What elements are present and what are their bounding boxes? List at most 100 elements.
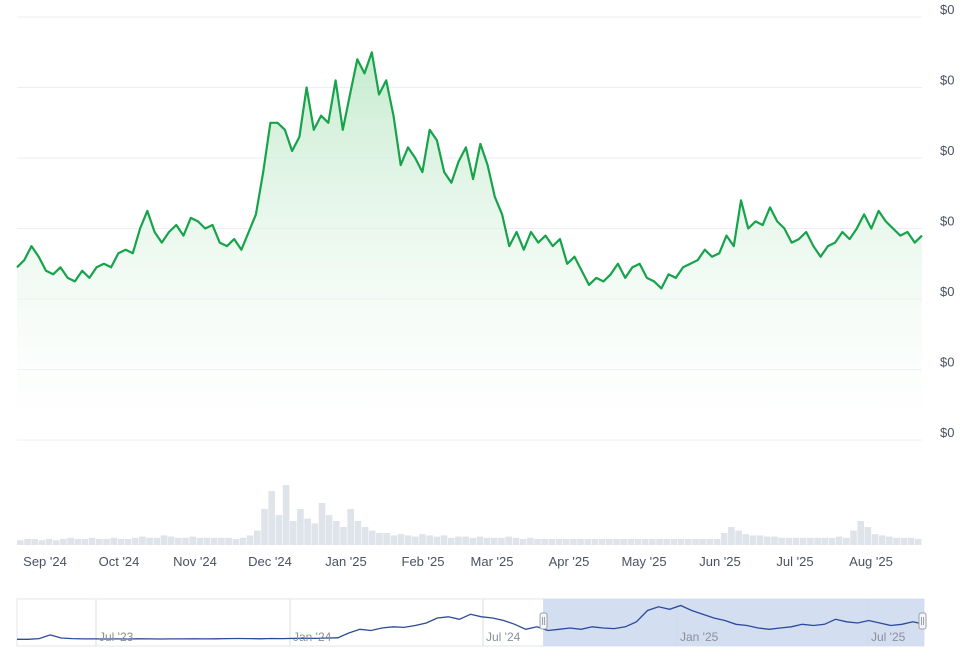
y-tick-label: $0 xyxy=(940,73,954,88)
x-tick-label: Mar '25 xyxy=(471,554,514,569)
x-tick-label: Aug '25 xyxy=(849,554,893,569)
navigator-handle[interactable] xyxy=(918,612,927,630)
volume-bar xyxy=(799,537,807,545)
volume-bar xyxy=(764,536,771,545)
volume-bar xyxy=(728,527,735,545)
x-tick-label: Jun '25 xyxy=(699,554,741,569)
volume-bar xyxy=(613,539,620,545)
volume-bar xyxy=(527,537,534,545)
navigator-tick-label: Jan '25 xyxy=(680,630,719,644)
navigator-handles[interactable] xyxy=(539,612,927,630)
volume-bar xyxy=(160,535,168,545)
volume-bar xyxy=(699,539,706,545)
volume-bar xyxy=(67,537,74,545)
volume-bar xyxy=(620,539,627,545)
volume-bar xyxy=(893,537,900,545)
volume-bar xyxy=(52,540,60,545)
range-navigator[interactable]: Jul '23 Jan '24 Jul '24 Jan '25 Jul '25 xyxy=(0,596,967,661)
volume-bar xyxy=(641,539,649,545)
x-tick-label: Apr '25 xyxy=(549,554,590,569)
volume-bar xyxy=(239,537,247,545)
volume-bar xyxy=(656,539,663,545)
volume-bar xyxy=(914,539,922,545)
volume-bar xyxy=(706,539,714,545)
volume-bar xyxy=(376,533,383,545)
volume-bar xyxy=(519,539,527,545)
volume-bar xyxy=(756,535,764,545)
volume-bar xyxy=(821,537,828,545)
volume-bar xyxy=(96,539,103,545)
price-chart[interactable]: $0 $0 $0 $0 $0 $0 $0 Sep '24 Oct '24 Nov '24 Dec … xyxy=(0,0,967,580)
volume-bar xyxy=(74,539,82,545)
volume-bar xyxy=(634,539,642,545)
volume-bar xyxy=(462,536,469,545)
x-tick-label: Feb '25 xyxy=(402,554,445,569)
y-tick-label: $0 xyxy=(940,143,954,158)
volume-bar xyxy=(311,523,319,545)
volume-bar xyxy=(476,536,484,545)
volume-bar xyxy=(282,485,290,545)
volume-bar xyxy=(60,539,67,545)
volume-bar xyxy=(857,521,864,545)
y-tick-label: $0 xyxy=(940,2,954,17)
volume-bar xyxy=(225,537,232,545)
volume-bar xyxy=(878,535,886,545)
volume-bar xyxy=(419,534,426,545)
volume-bar xyxy=(871,534,879,545)
y-axis-labels: $0 $0 $0 $0 $0 $0 $0 xyxy=(940,2,954,440)
volume-bar xyxy=(38,540,46,545)
volume-bar xyxy=(153,537,161,545)
volume-bar xyxy=(333,521,340,545)
volume-bar xyxy=(491,537,498,545)
volume-bar xyxy=(835,536,843,545)
price-area xyxy=(17,52,922,441)
volume-bar xyxy=(297,509,304,545)
volume-bar xyxy=(720,533,728,545)
y-tick-label: $0 xyxy=(940,355,954,370)
volume-bars xyxy=(17,485,922,545)
volume-bar xyxy=(131,537,139,545)
volume-bar xyxy=(548,539,556,545)
volume-bar xyxy=(210,537,218,545)
volume-bar xyxy=(189,536,196,545)
volume-bar xyxy=(196,537,204,545)
volume-bar xyxy=(368,530,376,545)
price-line xyxy=(16,51,923,290)
volume-bar xyxy=(110,537,117,545)
volume-bar xyxy=(318,503,326,545)
volume-bar xyxy=(304,518,311,545)
volume-bar xyxy=(785,537,793,545)
volume-bar xyxy=(469,537,477,545)
volume-bar xyxy=(182,537,189,545)
volume-bar xyxy=(591,539,599,545)
volume-bar xyxy=(175,537,182,545)
volume-bar xyxy=(433,536,441,545)
navigator-labels: Jul '23 Jan '24 Jul '24 Jan '25 Jul '25 xyxy=(99,630,906,644)
volume-bar xyxy=(541,539,548,545)
volume-bar xyxy=(17,540,24,545)
volume-bar xyxy=(426,535,433,545)
volume-bar xyxy=(203,537,211,545)
volume-bar xyxy=(146,537,153,545)
volume-bar xyxy=(670,539,678,545)
x-tick-label: Oct '24 xyxy=(99,554,140,569)
volume-bar xyxy=(455,536,462,545)
navigator-tick-label: Jul '24 xyxy=(486,630,521,644)
volume-bar xyxy=(807,537,814,545)
navigator-handle[interactable] xyxy=(539,612,548,630)
navigator-tick-label: Jul '25 xyxy=(871,630,906,644)
volume-bar xyxy=(900,537,908,545)
y-tick-label: $0 xyxy=(940,284,954,299)
navigator-selection[interactable] xyxy=(543,599,924,646)
x-tick-label: May '25 xyxy=(621,554,666,569)
volume-bar xyxy=(483,537,491,545)
volume-bar xyxy=(850,530,857,545)
volume-bar xyxy=(347,509,354,545)
volume-bar xyxy=(627,539,635,545)
x-tick-label: Jul '25 xyxy=(776,554,813,569)
volume-bar xyxy=(792,537,800,545)
volume-bar xyxy=(598,539,606,545)
volume-bar xyxy=(749,535,757,545)
volume-bar xyxy=(534,539,541,545)
volume-bar xyxy=(24,539,31,545)
